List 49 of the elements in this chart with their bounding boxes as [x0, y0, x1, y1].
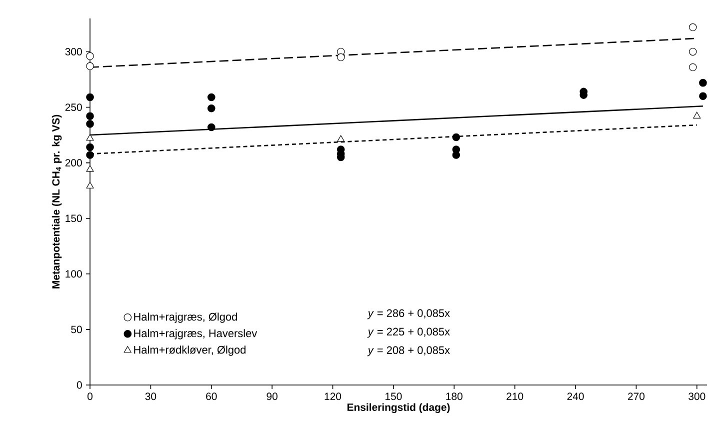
point [688, 23, 697, 32]
y-tick-label: 200 [65, 159, 82, 167]
point [699, 78, 707, 87]
point [693, 112, 701, 118]
x-axis-title: Ensileringstid (dage) [347, 403, 450, 414]
x-tick-label: 30 [145, 392, 156, 400]
x-tick-label: 90 [266, 392, 278, 400]
point [207, 104, 216, 112]
point [86, 165, 94, 172]
x-tick-label: 60 [206, 392, 217, 400]
y-tick-label: 300 [65, 48, 82, 56]
legend-label: Halm+rajgræs, Ølgod [134, 312, 237, 323]
point [86, 134, 94, 141]
annotation: y = 225 + 0,085x [367, 328, 450, 338]
point [336, 53, 345, 62]
point [688, 63, 697, 72]
x-tick-label: 0 [88, 392, 93, 400]
point [86, 143, 94, 152]
x-tick-label: 210 [506, 392, 524, 400]
point [699, 92, 707, 100]
y-axis-title: Metanpotentiale (NL CH$_{4}$ pr. kg VS) [52, 114, 62, 288]
point [86, 52, 94, 60]
point [688, 48, 697, 56]
point [452, 133, 460, 142]
x-tick-label: 150 [386, 392, 402, 400]
point [337, 135, 345, 142]
annotation: y = 208 + 0,085x [367, 346, 450, 356]
point [452, 151, 460, 159]
x-tick-label: 270 [628, 392, 645, 400]
x-tick-label: 120 [324, 392, 342, 400]
point [86, 151, 94, 159]
point [86, 62, 94, 70]
point [86, 182, 94, 188]
y-tick-label: 50 [71, 326, 82, 334]
x-tick-label: 180 [446, 392, 462, 400]
point [86, 93, 94, 102]
point [207, 93, 216, 102]
point [207, 123, 216, 132]
annotation: y = 286 + 0,085x [367, 309, 450, 320]
point [86, 112, 94, 120]
x-tick-label: 240 [567, 392, 584, 400]
y-tick-label: 0 [76, 381, 82, 389]
legend-label: Halm+rajgræs, Haverslev [134, 329, 258, 340]
y-tick-label: 100 [66, 270, 82, 278]
y-tick-label: 150 [66, 214, 82, 222]
point [86, 120, 94, 128]
x-tick-label: 300 [688, 392, 706, 400]
y-tick-label: 250 [65, 104, 82, 111]
legend-label: Halm+rødkløver, Ølgod [134, 346, 246, 356]
